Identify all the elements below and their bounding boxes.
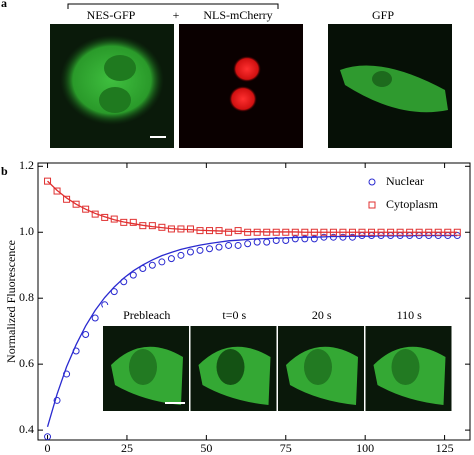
data-point <box>244 228 252 236</box>
inset-label: 110 s <box>397 308 423 322</box>
data-point <box>177 251 185 259</box>
inset-nucleus <box>129 349 157 385</box>
fit-line <box>47 180 458 233</box>
data-point <box>167 255 175 263</box>
x-tick-label: 75 <box>280 441 292 455</box>
data-point <box>148 222 156 230</box>
data-point <box>53 187 61 195</box>
inset-label: Prebleach <box>123 308 170 322</box>
data-point <box>53 396 61 404</box>
plot-frame <box>37 162 471 441</box>
legend-label: Cytoplasm <box>386 197 439 211</box>
micrograph <box>328 24 452 148</box>
data-point <box>82 205 90 213</box>
data-point <box>129 218 137 226</box>
image-label: NLS-mCherry <box>203 8 272 22</box>
inset-label: 20 s <box>312 308 332 322</box>
data-point <box>206 245 214 253</box>
legend-marker <box>368 201 376 209</box>
legend-marker <box>368 178 376 186</box>
inset-label-bg <box>278 305 364 326</box>
data-point <box>44 177 52 185</box>
data-point <box>148 261 156 269</box>
data-point <box>158 258 166 266</box>
data-point <box>82 330 90 338</box>
inset-nucleus <box>216 349 245 385</box>
data-point <box>244 240 252 248</box>
inset-label-bg <box>365 305 452 326</box>
data-point <box>72 200 80 208</box>
x-tick-label: 25 <box>121 441 133 455</box>
x-tick-label: 50 <box>200 441 212 455</box>
data-point <box>44 433 52 441</box>
x-tick-label: 125 <box>436 441 454 455</box>
image-label: + <box>173 8 180 22</box>
data-point <box>225 241 233 249</box>
data-point <box>339 233 347 241</box>
data-point <box>129 271 137 279</box>
data-point <box>310 235 318 243</box>
x-tick-label: 100 <box>356 441 374 455</box>
image-label: NES-GFP <box>87 8 136 22</box>
data-point <box>348 233 356 241</box>
data-point <box>215 243 223 251</box>
inset-nucleus <box>391 349 420 385</box>
data-point <box>263 238 271 246</box>
data-point <box>272 236 280 244</box>
fit-line <box>46 234 458 427</box>
micrograph <box>50 24 174 148</box>
bracket <box>67 3 279 9</box>
y-tick-label: 1.2 <box>19 158 34 172</box>
y-tick-label: 0.8 <box>19 290 34 304</box>
x-tick-label: 0 <box>45 441 51 455</box>
inset-nucleus <box>304 349 332 385</box>
inset-label: t=0 s <box>222 308 246 322</box>
image-label: GFP <box>372 8 394 22</box>
inset-label-bg <box>190 305 277 326</box>
data-point <box>234 241 242 249</box>
inset-label-bg <box>103 305 189 326</box>
y-tick-label: 0.4 <box>19 422 34 436</box>
data-point <box>186 248 194 256</box>
data-point <box>225 228 233 236</box>
data-point <box>301 235 309 243</box>
y-axis-label: Normalized Fluorescence <box>4 240 18 363</box>
data-point <box>234 227 242 235</box>
legend-label: Nuclear <box>386 174 424 188</box>
panel-label: a <box>1 0 7 10</box>
y-tick-label: 0.6 <box>19 356 34 370</box>
data-point <box>291 235 299 243</box>
data-point <box>253 238 261 246</box>
micrograph <box>179 24 303 148</box>
data-point <box>196 246 204 254</box>
data-point <box>110 288 118 296</box>
panel-label: b <box>1 164 8 178</box>
data-point <box>91 314 99 322</box>
y-tick-label: 1.0 <box>19 224 34 238</box>
